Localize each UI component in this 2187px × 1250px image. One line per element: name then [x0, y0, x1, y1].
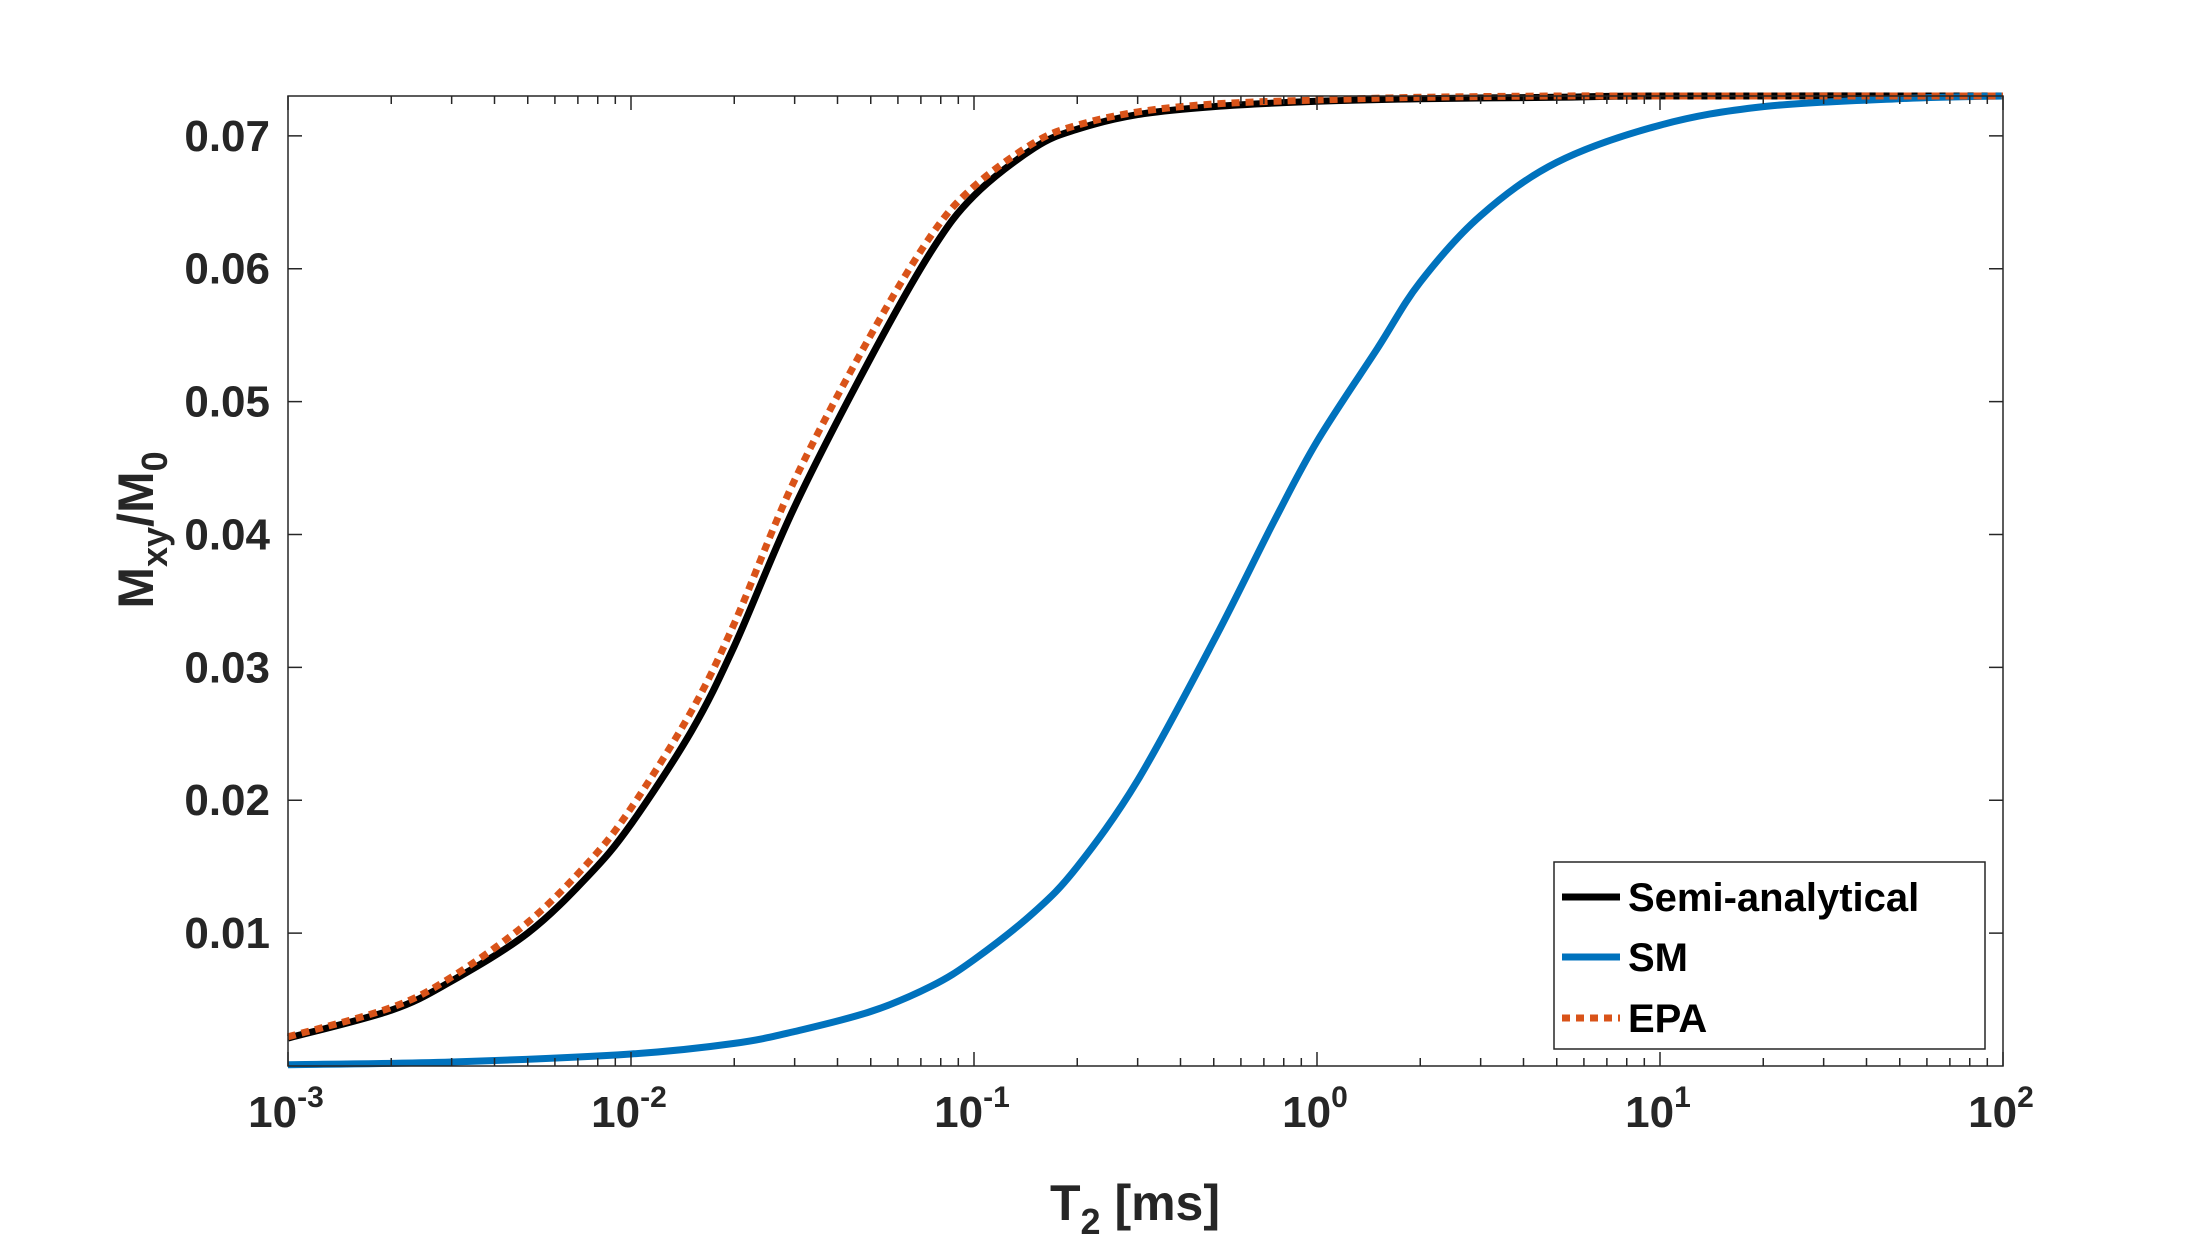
y-tick-labels: 0.01 0.02 0.03 0.04 0.05 0.06 0.07	[184, 112, 270, 958]
y-axis-label: Mxy/M0	[108, 451, 175, 608]
legend-label-semi-analytical: Semi-analytical	[1628, 876, 1919, 920]
y-axis-label-over-m: /M	[108, 471, 164, 527]
x-tick-label: 100	[1282, 1081, 1348, 1137]
x-tick-label-exponent: -1	[983, 1081, 1010, 1114]
y-axis-label-m: M	[108, 567, 164, 609]
y-tick-label: 0.03	[184, 643, 270, 692]
y-tick-label: 0.01	[184, 909, 270, 958]
x-tick-label-base: 10	[1625, 1088, 1674, 1137]
y-tick-label: 0.05	[184, 378, 270, 427]
legend-label-sm: SM	[1628, 936, 1688, 980]
x-tick-label-base: 10	[1282, 1088, 1331, 1137]
legend-box	[1553, 861, 1986, 1050]
x-tick-label-base: 10	[934, 1088, 983, 1137]
x-tick-label-exponent: 0	[1331, 1081, 1348, 1114]
x-tick-label-base: 10	[1968, 1088, 2017, 1137]
y-tick-label: 0.02	[184, 776, 270, 825]
x-tick-label-exponent: -3	[297, 1081, 324, 1114]
x-tick-label: 101	[1625, 1081, 1691, 1137]
x-tick-label-base: 10	[591, 1088, 640, 1137]
y-axis-label-subscript-0: 0	[134, 451, 175, 471]
y-tick-label: 0.06	[184, 245, 270, 294]
legend-label-epa: EPA	[1628, 997, 1707, 1041]
x-axis-label: T2 [ms]	[1050, 1175, 1220, 1242]
x-tick-label: 10-2	[591, 1081, 667, 1137]
x-tick-label-base: 10	[248, 1088, 297, 1137]
x-axis-label-subscript: 2	[1081, 1201, 1101, 1242]
x-tick-label: 10-1	[934, 1081, 1010, 1137]
series-line-epa	[287, 92, 2003, 1041]
x-tick-label-exponent: -2	[640, 1081, 667, 1114]
x-axis-label-base: T	[1050, 1175, 1081, 1231]
y-tick-label: 0.07	[184, 112, 270, 161]
x-tick-label: 10-3	[248, 1081, 324, 1137]
x-tick-label-exponent: 2	[2017, 1081, 2034, 1114]
x-axis-label-unit: [ms]	[1101, 1175, 1220, 1231]
x-tick-label-exponent: 1	[1674, 1081, 1691, 1114]
legend: Semi-analytical SM EPA	[1553, 861, 1986, 1050]
tick-marks	[287, 96, 2004, 1066]
y-axis-label-subscript-xy: xy	[134, 527, 175, 567]
x-tick-labels: 10-3 10-2 10-1 100 101 102	[248, 1081, 2034, 1137]
y-tick-label: 0.04	[184, 510, 270, 559]
plot-area-frame	[287, 95, 2004, 1067]
series-line-sm	[287, 92, 2004, 1069]
x-tick-label: 102	[1968, 1081, 2034, 1137]
